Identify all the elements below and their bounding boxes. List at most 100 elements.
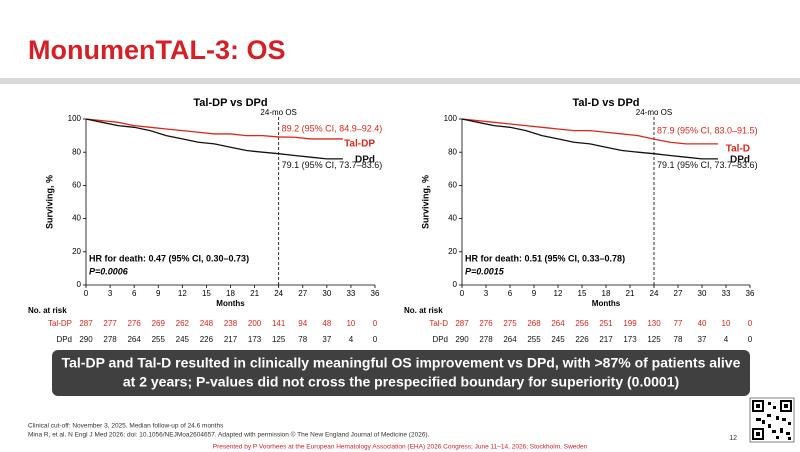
y-tick-label: 100	[68, 114, 82, 123]
at-risk-value: 4	[349, 335, 354, 344]
at-risk-value: 276	[479, 319, 493, 328]
at-risk-label: DPd	[56, 335, 72, 344]
x-tick-label: 30	[322, 289, 331, 298]
at-risk-value: 264	[127, 335, 141, 344]
at-risk-value: 255	[527, 335, 541, 344]
at-risk-value: 10	[722, 319, 731, 328]
at-risk-value: 264	[503, 335, 517, 344]
x-tick-label: 36	[746, 289, 755, 298]
ci-label: 79.1 (95% CI, 73.7–83.6)	[657, 160, 758, 170]
at-risk-value: 141	[272, 319, 286, 328]
x-tick-label: 18	[602, 289, 611, 298]
curve-label: Tal-DP	[344, 139, 375, 150]
at-risk-value: 94	[298, 319, 307, 328]
x-tick-label: 6	[508, 289, 513, 298]
ci-label: 89.2 (95% CI, 84.9–92.4)	[282, 123, 383, 133]
at-risk-value: 287	[455, 319, 469, 328]
at-risk-value: 217	[599, 335, 613, 344]
at-risk-label: DPd	[432, 335, 448, 344]
at-risk-value: 4	[724, 335, 729, 344]
x-tick-label: 6	[132, 289, 137, 298]
ci-label: 79.1 (95% CI, 73.7–83.6)	[282, 160, 383, 170]
at-risk-value: 287	[79, 319, 93, 328]
x-tick-label: 0	[84, 289, 89, 298]
x-tick-label: 0	[460, 289, 465, 298]
y-tick-label: 20	[72, 247, 81, 256]
divider	[0, 78, 800, 84]
at-risk-value: 290	[79, 335, 93, 344]
y-tick-label: 80	[72, 147, 81, 156]
at-risk-value: 77	[674, 319, 683, 328]
x-tick-label: 3	[484, 289, 489, 298]
y-tick-label: 0	[453, 280, 458, 289]
x-tick-label: 3	[108, 289, 113, 298]
at-risk-value: 10	[346, 319, 355, 328]
qr-code	[749, 397, 795, 443]
presenter: Presented by P Voorhees at the European …	[213, 444, 588, 451]
y-axis-label: Surviving, %	[44, 175, 54, 229]
x-tick-label: 24	[650, 289, 659, 298]
at-risk-value: 40	[698, 319, 707, 328]
at-risk-value: 245	[551, 335, 565, 344]
x-tick-label: 33	[346, 289, 355, 298]
y-tick-label: 40	[72, 214, 81, 223]
at-risk-value: 78	[674, 335, 683, 344]
y-tick-label: 0	[77, 280, 82, 289]
y-tick-label: 100	[444, 114, 458, 123]
footnote: Mina R, et al. N Engl J Med 2026; doi: 1…	[28, 431, 430, 439]
curve-label: DPd	[355, 154, 375, 165]
at-risk-value: 251	[599, 319, 613, 328]
at-risk-value: 173	[623, 335, 637, 344]
at-risk-value: 248	[200, 319, 214, 328]
at-risk-value: 277	[103, 319, 117, 328]
at-risk-value: 255	[152, 335, 166, 344]
at-risk-value: 245	[176, 335, 190, 344]
slide-title: MonumenTAL-3: OS	[28, 35, 285, 65]
survival-curve	[461, 118, 718, 145]
at-risk-title: No. at risk	[28, 306, 67, 315]
at-risk-value: 200	[248, 319, 262, 328]
chart-title: Tal-D vs DPd	[572, 97, 639, 109]
x-tick-label: 21	[626, 289, 635, 298]
ci-label: 87.9 (95% CI, 83.0–91.5)	[657, 125, 758, 135]
y-axis-label: Surviving, %	[420, 175, 430, 229]
x-tick-label: 30	[698, 289, 707, 298]
at-risk-value: 37	[322, 335, 331, 344]
y-tick-label: 40	[448, 214, 457, 223]
reference-label: 24-mo OS	[260, 108, 296, 117]
curve-label: DPd	[730, 154, 750, 165]
x-tick-label: 27	[298, 289, 307, 298]
at-risk-value: 275	[503, 319, 517, 328]
x-tick-label: 15	[202, 289, 211, 298]
at-risk-value: 130	[647, 319, 661, 328]
at-risk-value: 217	[224, 335, 238, 344]
p-text: P=0.0015	[465, 266, 505, 276]
at-risk-label: Tal-DP	[48, 319, 72, 328]
at-risk-value: 290	[455, 335, 469, 344]
x-tick-label: 12	[554, 289, 563, 298]
x-tick-label: 36	[371, 289, 380, 298]
at-risk-value: 276	[127, 319, 141, 328]
at-risk-value: 0	[373, 319, 378, 328]
at-risk-value: 37	[698, 335, 707, 344]
x-tick-label: 15	[578, 289, 587, 298]
at-risk-title: No. at risk	[404, 306, 443, 315]
at-risk-value: 0	[748, 319, 753, 328]
x-axis-label: Months	[216, 299, 245, 308]
x-tick-label: 18	[226, 289, 235, 298]
at-risk-value: 268	[527, 319, 541, 328]
x-tick-label: 9	[532, 289, 537, 298]
page-number: 12	[729, 435, 737, 442]
curve-label: Tal-D	[726, 144, 750, 155]
at-risk-value: 262	[176, 319, 190, 328]
at-risk-value: 78	[298, 335, 307, 344]
hr-text: HR for death: 0.51 (95% CI, 0.33–0.78)	[465, 253, 625, 263]
p-text: P=0.0006	[89, 266, 129, 276]
banner	[52, 350, 750, 396]
at-risk-value: 278	[103, 335, 117, 344]
at-risk-value: 48	[322, 319, 331, 328]
at-risk-value: 173	[248, 335, 262, 344]
at-risk-value: 0	[748, 335, 753, 344]
at-risk-value: 0	[373, 335, 378, 344]
